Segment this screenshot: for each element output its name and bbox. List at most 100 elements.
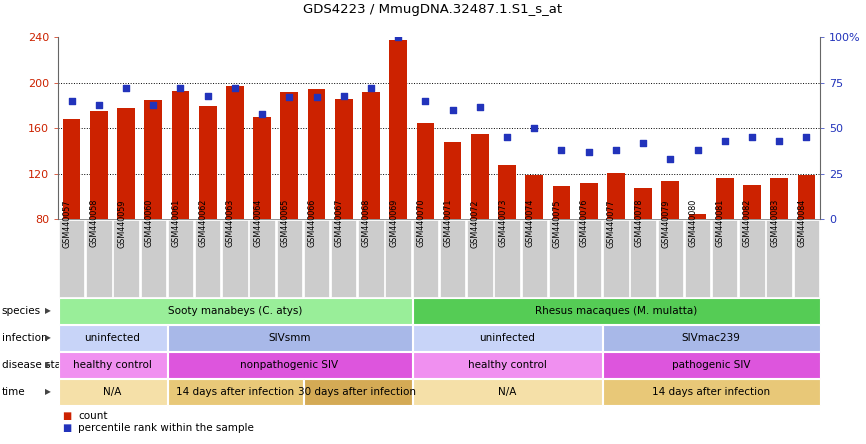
Text: GSM440059: GSM440059 — [117, 199, 126, 248]
Point — [201, 92, 215, 99]
Bar — [662, 181, 679, 219]
Bar — [226, 86, 243, 219]
Text: GSM440069: GSM440069 — [389, 199, 398, 247]
Text: healthy control: healthy control — [468, 360, 546, 370]
Text: GSM440076: GSM440076 — [579, 199, 589, 247]
Text: GDS4223 / MmugDNA.32487.1.S1_s_at: GDS4223 / MmugDNA.32487.1.S1_s_at — [303, 4, 563, 16]
Text: GSM440075: GSM440075 — [553, 199, 561, 248]
Bar — [526, 175, 543, 219]
Bar — [443, 142, 462, 219]
Text: GSM440072: GSM440072 — [471, 199, 480, 248]
Text: GSM440063: GSM440063 — [226, 199, 235, 247]
Text: GSM440066: GSM440066 — [307, 199, 317, 247]
Text: GSM440070: GSM440070 — [417, 199, 425, 247]
Bar — [62, 119, 81, 219]
Bar — [390, 40, 407, 219]
Bar — [117, 108, 135, 219]
Text: GSM440060: GSM440060 — [145, 199, 153, 247]
Text: ▶: ▶ — [45, 361, 50, 369]
Text: SIVmac239: SIVmac239 — [682, 333, 740, 343]
Point — [173, 85, 187, 92]
Text: time: time — [2, 387, 25, 397]
Point — [391, 34, 405, 41]
Text: disease state: disease state — [2, 360, 71, 370]
Bar — [362, 92, 380, 219]
Point — [255, 110, 269, 117]
Text: GSM440057: GSM440057 — [62, 199, 72, 248]
Text: GSM440078: GSM440078 — [634, 199, 643, 247]
Bar — [580, 183, 598, 219]
Text: GSM440067: GSM440067 — [335, 199, 344, 247]
Text: uninfected: uninfected — [479, 333, 535, 343]
Point — [745, 134, 759, 141]
Text: GSM440082: GSM440082 — [743, 199, 752, 247]
Text: GSM440084: GSM440084 — [798, 199, 806, 247]
Bar — [199, 106, 216, 219]
Bar — [171, 91, 190, 219]
Point — [718, 138, 732, 145]
Bar — [743, 185, 761, 219]
Point — [582, 148, 596, 155]
Text: ▶: ▶ — [45, 388, 50, 396]
Bar — [771, 178, 788, 219]
Text: Rhesus macaques (M. mulatta): Rhesus macaques (M. mulatta) — [535, 306, 697, 316]
Bar — [90, 111, 107, 219]
Point — [799, 134, 813, 141]
Point — [609, 147, 623, 154]
Text: GSM440058: GSM440058 — [90, 199, 99, 247]
Bar — [471, 134, 488, 219]
Text: GSM440064: GSM440064 — [253, 199, 262, 247]
Point — [500, 134, 514, 141]
Text: GSM440081: GSM440081 — [716, 199, 725, 247]
Bar — [498, 165, 516, 219]
Bar — [607, 173, 624, 219]
Point — [772, 138, 786, 145]
Point — [364, 85, 378, 92]
Bar — [307, 89, 326, 219]
Bar — [553, 186, 571, 219]
Bar — [253, 117, 271, 219]
Text: ■: ■ — [62, 424, 72, 433]
Text: N/A: N/A — [103, 387, 121, 397]
Bar — [417, 123, 434, 219]
Text: GSM440062: GSM440062 — [198, 199, 208, 247]
Text: GSM440061: GSM440061 — [171, 199, 180, 247]
Text: infection: infection — [2, 333, 48, 343]
Text: GSM440073: GSM440073 — [498, 199, 507, 247]
Text: species: species — [2, 306, 41, 316]
Bar — [335, 99, 352, 219]
Text: SIVsmm: SIVsmm — [268, 333, 311, 343]
Point — [637, 139, 650, 147]
Point — [663, 156, 677, 163]
Point — [337, 92, 351, 99]
Point — [554, 147, 568, 154]
Point — [146, 101, 160, 108]
Bar — [634, 187, 652, 219]
Text: percentile rank within the sample: percentile rank within the sample — [78, 424, 254, 433]
Text: 30 days after infection: 30 days after infection — [299, 387, 417, 397]
Text: GSM440080: GSM440080 — [688, 199, 697, 247]
Bar — [688, 214, 707, 219]
Bar — [145, 100, 162, 219]
Point — [228, 85, 242, 92]
Text: nonpathogenic SIV: nonpathogenic SIV — [240, 360, 339, 370]
Point — [690, 147, 704, 154]
Text: GSM440065: GSM440065 — [281, 199, 289, 247]
Point — [120, 85, 133, 92]
Text: N/A: N/A — [498, 387, 516, 397]
Text: GSM440079: GSM440079 — [662, 199, 670, 248]
Text: GSM440077: GSM440077 — [607, 199, 616, 248]
Text: ▶: ▶ — [45, 333, 50, 342]
Point — [310, 94, 324, 101]
Text: pathogenic SIV: pathogenic SIV — [672, 360, 751, 370]
Text: ▶: ▶ — [45, 306, 50, 315]
Bar — [798, 175, 815, 219]
Text: 14 days after infection: 14 days after infection — [652, 387, 770, 397]
Text: GSM440068: GSM440068 — [362, 199, 371, 247]
Text: GSM440083: GSM440083 — [770, 199, 779, 247]
Point — [282, 94, 296, 101]
Point — [446, 107, 460, 114]
Point — [527, 125, 541, 132]
Point — [418, 98, 432, 105]
Bar — [716, 178, 734, 219]
